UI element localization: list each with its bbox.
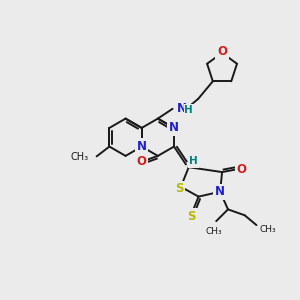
Text: N: N <box>176 102 187 115</box>
Text: H: H <box>184 105 193 115</box>
Text: S: S <box>175 182 183 195</box>
Text: N: N <box>169 122 179 134</box>
Text: O: O <box>217 45 227 58</box>
Text: N: N <box>215 185 225 198</box>
Text: CH₃: CH₃ <box>206 227 223 236</box>
Text: S: S <box>188 210 196 223</box>
Text: O: O <box>237 163 247 176</box>
Text: CH₃: CH₃ <box>71 152 89 162</box>
Text: N: N <box>137 140 147 153</box>
Text: O: O <box>136 155 146 168</box>
Text: H: H <box>189 156 198 166</box>
Text: CH₃: CH₃ <box>260 224 276 233</box>
